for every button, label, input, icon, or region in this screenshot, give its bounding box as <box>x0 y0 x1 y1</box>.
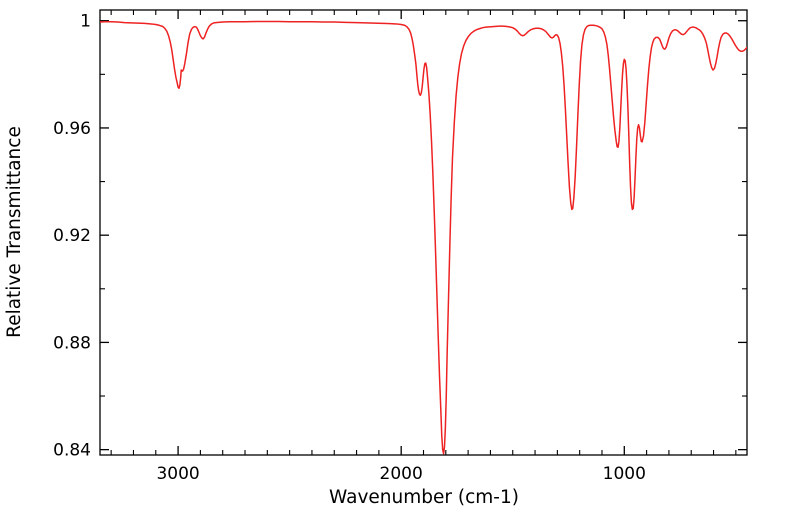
spectrum-line <box>100 20 747 455</box>
x-axis-title: Wavenumber (cm-1) <box>329 487 519 508</box>
y-tick-label: 0.84 <box>53 441 91 461</box>
y-tick-label: 1 <box>80 12 91 32</box>
x-axis-minor-ticks <box>110 10 737 455</box>
y-tick-label: 0.96 <box>53 119 91 139</box>
y-axis-title: Relative Transmittance <box>4 126 25 338</box>
y-tick-label: 0.88 <box>53 333 91 353</box>
x-tick-label: 1000 <box>603 464 646 484</box>
y-axis-minor-ticks <box>100 73 747 397</box>
x-axis-major-ticks <box>177 10 625 455</box>
x-axis-tick-labels: 3000 2000 1000 <box>156 464 645 484</box>
y-axis-major-ticks <box>100 20 747 451</box>
y-tick-label: 0.92 <box>53 226 91 246</box>
spectrum-series-group <box>100 20 747 455</box>
x-tick-label: 2000 <box>380 464 423 484</box>
x-tick-label: 3000 <box>156 464 199 484</box>
y-axis-tick-labels: 1 0.96 0.92 0.88 0.84 <box>53 12 91 461</box>
